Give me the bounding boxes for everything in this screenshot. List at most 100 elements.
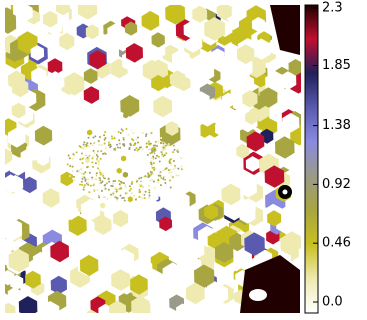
map-cell — [125, 5, 145, 21]
map-dot — [112, 194, 115, 197]
map-cell — [236, 143, 250, 159]
map-dot — [145, 176, 148, 179]
map-cell — [204, 17, 226, 41]
map-cell — [239, 177, 257, 198]
map-cell — [98, 303, 113, 313]
map-dot — [133, 143, 136, 146]
map-dot — [138, 183, 141, 186]
map-dot — [140, 181, 143, 184]
map-dot — [113, 139, 116, 142]
map-dot — [165, 167, 168, 170]
map-dot — [164, 144, 167, 147]
map-cell — [215, 242, 234, 263]
map-cell — [30, 45, 45, 61]
map-dot — [81, 162, 84, 165]
map-dot — [128, 185, 131, 188]
map-dot — [122, 138, 125, 141]
map-dot — [145, 143, 148, 146]
map-cell — [59, 32, 75, 51]
map-dot — [147, 184, 150, 187]
map-dot — [157, 181, 160, 184]
map-dot — [130, 192, 133, 195]
map-cell — [122, 171, 128, 178]
map-dot — [81, 157, 84, 160]
map-cell — [171, 49, 190, 70]
map-dot — [170, 173, 173, 176]
map-dot — [138, 195, 141, 198]
map-dot — [108, 180, 111, 183]
map-cell — [216, 5, 232, 21]
map-dot — [88, 171, 91, 174]
map-dot — [118, 179, 121, 182]
map-dot — [174, 164, 177, 167]
map-dot — [80, 145, 83, 148]
map-cell — [109, 6, 123, 22]
map-dot — [151, 166, 154, 169]
map-dot — [78, 179, 81, 182]
colorbar-tick-label: 2.3 — [322, 1, 343, 16]
map-cell — [141, 10, 160, 31]
map-dot — [166, 144, 169, 147]
map-cell — [201, 134, 219, 154]
map-cell — [87, 129, 93, 136]
map-cell — [165, 121, 179, 136]
map-cell — [116, 167, 122, 174]
map-cell — [192, 5, 208, 23]
map-cell — [246, 131, 265, 152]
map-cell — [16, 5, 33, 22]
map-dot — [86, 156, 89, 159]
map-dot — [120, 128, 123, 131]
map-dot — [150, 151, 153, 154]
map-dot — [162, 177, 165, 180]
map-cell — [159, 18, 180, 42]
map-dot — [102, 174, 105, 177]
map-dot — [160, 147, 163, 150]
map-cell — [16, 191, 33, 210]
map-dot — [149, 152, 152, 155]
map-dot — [123, 199, 126, 202]
map-dot — [148, 194, 151, 197]
map-dot — [159, 184, 162, 187]
map-dot — [79, 174, 82, 177]
map-dot — [70, 175, 73, 178]
map-dot — [94, 162, 97, 165]
map-cell — [198, 62, 215, 81]
colorbar-tick-label: 0.92 — [322, 177, 351, 192]
map-cell — [293, 164, 301, 180]
map-cell — [5, 302, 16, 313]
map-dot — [119, 131, 122, 134]
map-dot — [74, 158, 77, 161]
map-cell — [280, 230, 301, 255]
map-dot — [79, 158, 82, 161]
map-dot — [115, 134, 118, 137]
colorbar-tick-label: 1.38 — [322, 118, 351, 133]
map-dot — [161, 154, 164, 157]
map-dot — [84, 165, 87, 168]
map-dot — [131, 129, 134, 132]
map-dot — [77, 168, 80, 171]
map-dot — [135, 147, 138, 150]
map-dot — [80, 180, 83, 183]
map-dot — [151, 149, 154, 152]
map-cell — [221, 183, 241, 206]
map-cell — [81, 198, 101, 221]
map-dot — [97, 160, 100, 163]
map-cell — [7, 287, 21, 303]
map-cell — [147, 121, 153, 128]
map-dot — [116, 143, 119, 146]
map-dot — [160, 176, 163, 179]
map-dot — [138, 188, 141, 191]
map-dot — [104, 134, 107, 137]
map-dot — [115, 196, 118, 199]
map-dot — [98, 196, 101, 199]
map-dot — [103, 138, 106, 141]
map-dot — [83, 141, 86, 144]
map-cell — [207, 232, 223, 250]
map-dot — [99, 171, 102, 174]
map-cell — [5, 217, 23, 242]
map-dot — [92, 165, 95, 168]
map-cell — [288, 59, 301, 76]
map-dot — [140, 197, 143, 200]
map-dot — [150, 171, 153, 174]
map-dot — [102, 152, 105, 155]
